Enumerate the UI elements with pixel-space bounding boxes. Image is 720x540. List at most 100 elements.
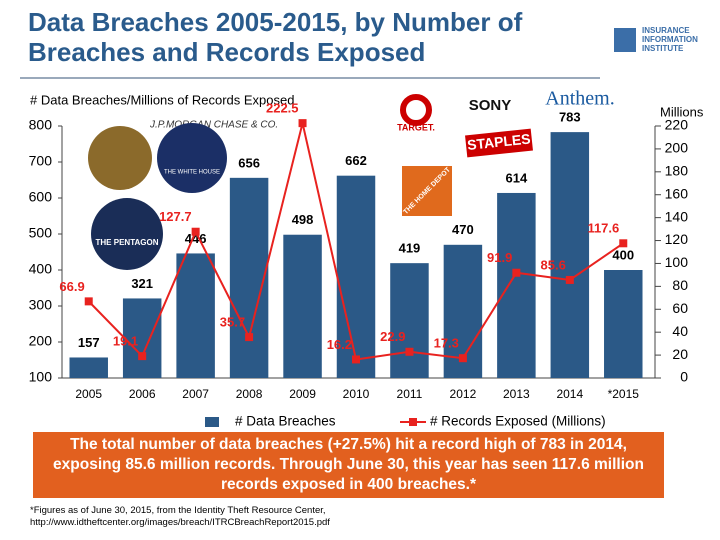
line-value-label: 85.6 [541, 257, 566, 272]
company-logo: Anthem. [545, 88, 614, 110]
bar-value-label: 157 [78, 335, 100, 350]
y2-tick-label: 40 [672, 323, 688, 339]
bar [550, 132, 590, 378]
line-value-label: 17.3 [434, 336, 459, 351]
legend-label: # Records Exposed (Millions) [430, 414, 606, 429]
line-value-label: 117.6 [587, 221, 619, 236]
company-logo: J.P.MORGAN CHASE & CO. [149, 120, 278, 131]
line-value-label: 22.9 [380, 329, 405, 344]
bar-value-label: 614 [506, 170, 528, 185]
line-value-label: 16.2 [327, 337, 352, 352]
y-tick-label: 100 [29, 369, 53, 385]
white-house-logo [157, 123, 227, 193]
legend-label: # Data Breaches [235, 414, 336, 429]
bar [283, 234, 322, 378]
x-tick-label: 2006 [129, 387, 156, 401]
y-tick-label: 800 [29, 117, 53, 133]
legend-swatch [205, 417, 219, 427]
y-tick-label: 300 [29, 297, 53, 313]
bar [497, 192, 536, 378]
target-logo [400, 94, 432, 126]
bar-value-label: 419 [399, 241, 421, 256]
company-logo: THE WHITE HOUSE [164, 170, 220, 176]
line-value-label: 19.1 [113, 334, 138, 349]
x-tick-label: 2014 [556, 387, 583, 401]
line-marker [619, 239, 628, 248]
company-logo: THE PENTAGON [96, 238, 159, 247]
y-tick-label: 600 [29, 189, 53, 205]
x-tick-label: 2008 [236, 387, 263, 401]
y2-axis-label: Millions [660, 104, 704, 119]
logo-text: INFORMATION [642, 35, 698, 44]
bar-value-label: 470 [452, 222, 474, 237]
line-marker [565, 275, 574, 284]
seal-logo [88, 126, 152, 190]
line-value-label: 35.7 [220, 315, 245, 330]
line-value-label: 66.9 [59, 279, 84, 294]
y2-tick-label: 160 [665, 185, 689, 201]
y-tick-label: 200 [29, 333, 53, 349]
x-tick-label: *2015 [608, 387, 640, 401]
line-marker [405, 347, 414, 356]
staples-logo [465, 128, 533, 158]
bar [176, 253, 215, 378]
home-depot-logo [402, 166, 452, 216]
bar [122, 298, 162, 378]
line-marker [138, 352, 147, 361]
y2-tick-label: 60 [672, 300, 688, 316]
y2-tick-label: 0 [680, 369, 688, 385]
bar [69, 357, 108, 378]
pentagon-logo [91, 198, 163, 270]
company-logo: TARGET. [397, 122, 435, 132]
line-marker [458, 354, 467, 363]
line-marker [245, 333, 254, 342]
y2-tick-label: 20 [672, 346, 688, 362]
bar [390, 263, 429, 378]
x-tick-label: 2010 [343, 387, 370, 401]
x-tick-label: 2009 [289, 387, 316, 401]
line-marker [84, 297, 93, 306]
x-tick-label: 2007 [182, 387, 209, 401]
callout: The total number of data breaches (+27.5… [33, 432, 664, 498]
bar-value-label: 662 [345, 153, 367, 168]
bar-value-label: 656 [238, 155, 260, 170]
line-value-label: 91.9 [487, 250, 512, 265]
footnote: *Figures as of June 30, 2015, from the I… [30, 505, 330, 529]
bar-value-label: 400 [612, 247, 634, 262]
line-marker [352, 355, 360, 364]
line-value-label: 127.7 [159, 209, 192, 224]
footnote-line: http://www.idtheftcenter.org/images/brea… [30, 517, 330, 528]
y2-tick-label: 200 [665, 140, 689, 156]
bar-value-label: 498 [292, 212, 314, 227]
footnote-line: *Figures as of June 30, 2015, from the I… [30, 505, 326, 516]
line-value-label: 222.5 [266, 101, 299, 116]
logo-text: INSURANCE [642, 26, 690, 35]
y2-tick-label: 140 [665, 208, 689, 224]
logo-text: INSTITUTE [642, 44, 684, 53]
y2-tick-label: 220 [665, 117, 689, 133]
line-marker [512, 268, 521, 277]
y2-tick-label: 120 [665, 231, 689, 247]
title: Data Breaches 2005-2015, by Number of [28, 7, 523, 37]
y-tick-label: 500 [29, 225, 53, 241]
line-marker [191, 227, 200, 236]
x-tick-label: 2011 [397, 387, 423, 401]
y2-tick-label: 100 [665, 254, 689, 270]
bar-value-label: 783 [559, 110, 581, 125]
legend-marker [409, 418, 417, 426]
x-tick-label: 2005 [75, 387, 102, 401]
subtitle: # Data Breaches/Millions of Records Expo… [30, 92, 294, 107]
logo-mark [614, 28, 636, 52]
line-marker [298, 119, 307, 128]
company-logo: SONY [469, 97, 512, 114]
x-tick-label: 2013 [503, 387, 530, 401]
bar [229, 177, 269, 378]
bar [604, 270, 643, 378]
title: Breaches and Records Exposed [28, 37, 425, 67]
company-logo: STAPLES [466, 130, 531, 153]
y-tick-label: 400 [29, 261, 53, 277]
bar-value-label: 321 [131, 276, 153, 291]
y-tick-label: 700 [29, 153, 53, 169]
